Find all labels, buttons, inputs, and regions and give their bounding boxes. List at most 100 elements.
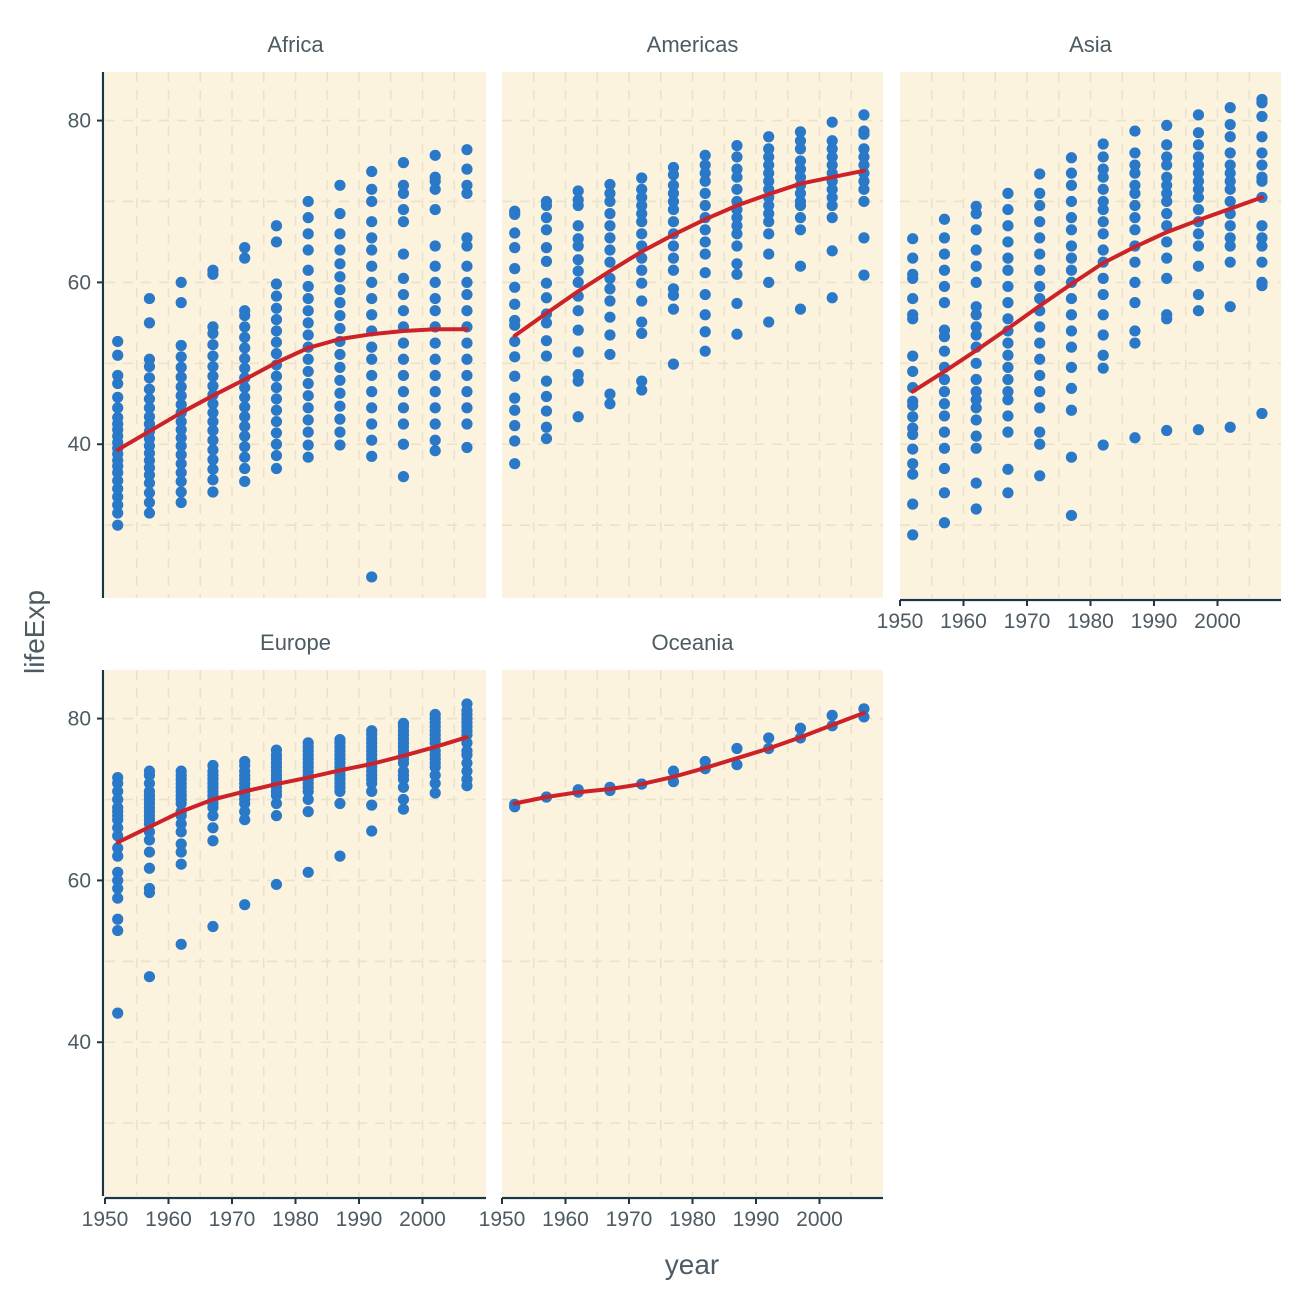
data-point	[604, 178, 616, 191]
data-point	[302, 280, 314, 293]
data-point	[207, 835, 219, 847]
data-point	[334, 179, 346, 191]
data-point	[907, 233, 919, 245]
data-point	[175, 765, 187, 777]
data-point	[826, 709, 838, 721]
data-point	[572, 185, 584, 197]
data-point	[572, 305, 584, 317]
data-point	[1161, 187, 1173, 199]
data-point	[970, 430, 982, 442]
data-point	[858, 151, 870, 163]
data-point	[540, 421, 553, 433]
data-point	[667, 203, 680, 216]
data-point	[509, 370, 521, 382]
data-point	[1002, 487, 1014, 499]
data-point	[604, 283, 616, 295]
data-point	[175, 297, 187, 309]
data-point	[1256, 147, 1268, 159]
x-tick-label: 1970	[209, 1208, 256, 1231]
data-point	[763, 316, 775, 328]
data-point	[794, 171, 807, 183]
data-point	[270, 290, 283, 302]
data-point	[1224, 232, 1236, 244]
data-point	[1002, 280, 1014, 293]
data-point	[461, 288, 473, 301]
data-point	[1065, 195, 1078, 208]
data-point	[207, 444, 219, 456]
data-point	[794, 722, 807, 734]
data-point	[1224, 220, 1236, 232]
data-point	[302, 353, 314, 365]
data-point	[858, 143, 870, 155]
data-point	[1034, 248, 1046, 260]
data-point	[334, 374, 346, 386]
data-point	[366, 309, 378, 321]
data-point	[1034, 280, 1046, 293]
data-point	[572, 194, 584, 206]
data-point	[302, 292, 314, 305]
data-point	[938, 386, 951, 398]
data-point	[1161, 309, 1173, 321]
data-point	[970, 260, 982, 272]
data-point	[175, 838, 187, 850]
smooth-line	[910, 195, 1264, 394]
data-point	[429, 203, 441, 216]
data-point	[731, 258, 743, 270]
data-point	[175, 432, 187, 444]
data-point	[112, 842, 124, 854]
data-point	[604, 329, 616, 341]
data-point	[1256, 110, 1268, 123]
data-point	[112, 369, 124, 382]
data-point	[207, 810, 219, 822]
data-point	[239, 451, 251, 463]
data-point	[794, 143, 807, 155]
data-point	[239, 391, 251, 403]
data-point	[540, 292, 553, 304]
data-point	[858, 703, 870, 715]
data-point	[334, 208, 346, 220]
data-point	[1097, 151, 1109, 163]
data-point	[636, 183, 648, 195]
data-point	[1034, 187, 1046, 199]
data-point	[1002, 394, 1014, 406]
data-point	[858, 109, 870, 121]
data-point	[636, 316, 648, 328]
data-point	[397, 402, 410, 414]
data-point	[1129, 432, 1141, 444]
data-point	[334, 348, 346, 361]
data-point	[302, 806, 314, 818]
data-point	[604, 295, 616, 307]
data-point	[907, 529, 919, 541]
data-point	[397, 418, 410, 430]
data-point	[175, 486, 187, 498]
data-point	[143, 477, 156, 489]
data-point	[636, 191, 648, 204]
data-point	[1161, 424, 1173, 437]
data-point	[1002, 252, 1014, 264]
data-point	[366, 232, 378, 244]
data-point	[970, 414, 982, 426]
data-point	[1065, 361, 1078, 373]
data-point	[112, 349, 124, 361]
data-point	[397, 353, 410, 365]
data-point	[938, 213, 951, 225]
data-point	[112, 402, 124, 414]
data-point	[907, 365, 919, 378]
x-tick-label: 1970	[1004, 610, 1051, 633]
data-point	[1097, 288, 1109, 301]
data-point	[699, 199, 711, 212]
data-point	[1224, 240, 1236, 252]
data-point	[239, 401, 251, 413]
data-point	[334, 387, 346, 399]
data-point	[207, 339, 219, 351]
data-point	[1129, 297, 1141, 309]
panel-asia: Asia 1950 1960 1970 1980 1990 2000	[877, 32, 1281, 633]
data-point	[1002, 361, 1014, 373]
data-point	[1065, 341, 1078, 353]
data-point	[175, 339, 187, 352]
x-tick-label: 1950	[479, 1208, 526, 1231]
data-point	[1097, 309, 1109, 321]
data-point	[461, 441, 473, 454]
data-point	[366, 195, 378, 208]
data-point	[1161, 220, 1173, 232]
